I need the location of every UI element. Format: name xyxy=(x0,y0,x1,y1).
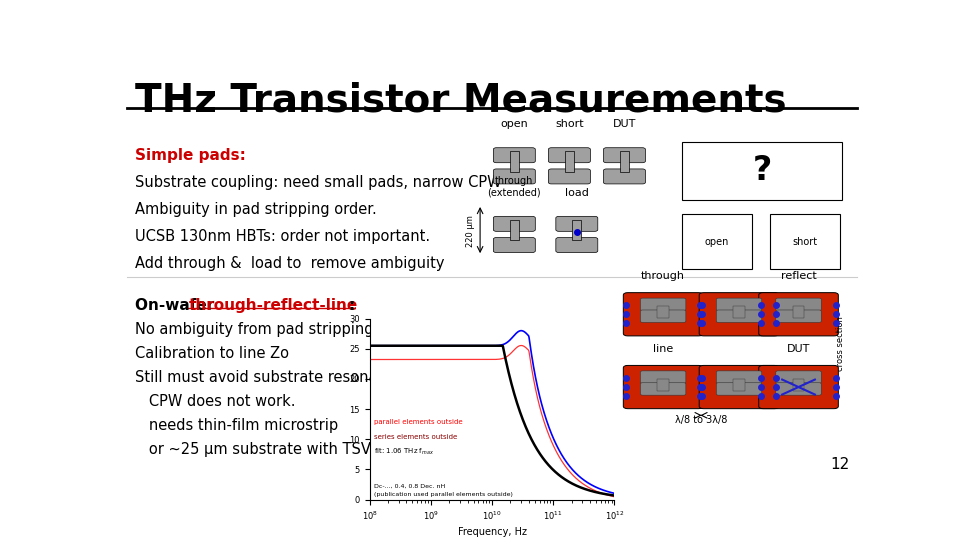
FancyBboxPatch shape xyxy=(493,148,536,163)
Text: Calibration to line Zo: Calibration to line Zo xyxy=(134,346,289,361)
FancyBboxPatch shape xyxy=(640,310,685,322)
FancyBboxPatch shape xyxy=(716,383,761,395)
FancyBboxPatch shape xyxy=(758,293,838,336)
FancyBboxPatch shape xyxy=(640,383,685,395)
Bar xyxy=(572,220,582,240)
FancyBboxPatch shape xyxy=(716,310,761,322)
FancyBboxPatch shape xyxy=(604,148,645,163)
FancyBboxPatch shape xyxy=(548,169,590,184)
Text: fit: 1.06 THz f$_{max}$: fit: 1.06 THz f$_{max}$ xyxy=(374,447,435,457)
FancyBboxPatch shape xyxy=(548,148,590,163)
FancyBboxPatch shape xyxy=(716,371,761,383)
Text: reflect: reflect xyxy=(780,271,816,281)
Text: series elements outside: series elements outside xyxy=(374,434,458,440)
Bar xyxy=(620,151,629,172)
Text: open: open xyxy=(705,237,729,247)
Text: UCSB 130nm HBTs: order not important.: UCSB 130nm HBTs: order not important. xyxy=(134,229,430,244)
FancyBboxPatch shape xyxy=(640,371,685,383)
FancyBboxPatch shape xyxy=(716,298,761,310)
Text: Dc-..., 0.4, 0.8 Dec. nH: Dc-..., 0.4, 0.8 Dec. nH xyxy=(374,483,445,489)
Text: Add through &  load to  remove ambiguity: Add through & load to remove ambiguity xyxy=(134,256,444,271)
Text: through
(extended): through (extended) xyxy=(488,176,541,198)
Text: 12: 12 xyxy=(829,457,849,472)
Text: λ/8 to 3λ/8: λ/8 to 3λ/8 xyxy=(675,415,728,426)
Bar xyxy=(658,379,669,391)
Text: Ambiguity in pad stripping order.: Ambiguity in pad stripping order. xyxy=(134,202,376,217)
FancyBboxPatch shape xyxy=(699,293,779,336)
FancyBboxPatch shape xyxy=(776,371,821,383)
Text: On-wafer: On-wafer xyxy=(134,298,220,313)
Text: through-reflect-line: through-reflect-line xyxy=(188,298,358,313)
Text: ?: ? xyxy=(753,154,772,187)
X-axis label: Frequency, Hz: Frequency, Hz xyxy=(458,527,526,537)
FancyBboxPatch shape xyxy=(623,366,703,409)
FancyBboxPatch shape xyxy=(776,383,821,395)
Text: No ambiguity from pad stripping.: No ambiguity from pad stripping. xyxy=(134,322,378,337)
Bar xyxy=(793,306,804,318)
Text: needs thin-film microstrip: needs thin-film microstrip xyxy=(134,418,338,433)
Bar xyxy=(733,379,745,391)
Text: Substrate coupling: need small pads, narrow CPW: Substrate coupling: need small pads, nar… xyxy=(134,175,501,190)
FancyBboxPatch shape xyxy=(776,298,821,310)
Text: DUT: DUT xyxy=(787,344,810,354)
FancyBboxPatch shape xyxy=(623,293,703,336)
Text: (publication used parallel elements outside): (publication used parallel elements outs… xyxy=(374,492,514,497)
FancyBboxPatch shape xyxy=(776,310,821,322)
FancyBboxPatch shape xyxy=(556,238,598,253)
FancyBboxPatch shape xyxy=(604,169,645,184)
Text: line: line xyxy=(653,344,673,354)
Text: 220 μm: 220 μm xyxy=(466,215,475,247)
Text: :: : xyxy=(348,298,354,313)
FancyBboxPatch shape xyxy=(493,238,536,253)
Bar xyxy=(770,214,840,268)
Bar xyxy=(682,141,842,200)
Text: THz Transistor Measurements: THz Transistor Measurements xyxy=(134,82,786,119)
Text: load: load xyxy=(564,188,588,198)
Bar xyxy=(793,379,804,391)
Text: Still must avoid substrate resonances: Still must avoid substrate resonances xyxy=(134,370,412,385)
FancyBboxPatch shape xyxy=(758,366,838,409)
Bar xyxy=(510,151,518,172)
FancyBboxPatch shape xyxy=(556,217,598,231)
Text: cross section: cross section xyxy=(836,316,845,371)
Text: or ~25 μm substrate with TSV’s: or ~25 μm substrate with TSV’s xyxy=(134,442,383,457)
Text: short: short xyxy=(792,237,817,247)
FancyBboxPatch shape xyxy=(699,366,779,409)
FancyBboxPatch shape xyxy=(493,169,536,184)
Text: Simple pads:: Simple pads: xyxy=(134,148,246,163)
Text: parallel elements outside: parallel elements outside xyxy=(374,419,463,425)
FancyBboxPatch shape xyxy=(493,217,536,231)
Text: open: open xyxy=(500,119,528,129)
Text: through: through xyxy=(641,271,685,281)
Bar xyxy=(733,306,745,318)
Bar xyxy=(658,306,669,318)
Bar xyxy=(510,220,518,240)
FancyBboxPatch shape xyxy=(640,298,685,310)
Text: DUT: DUT xyxy=(612,119,636,129)
Text: short: short xyxy=(555,119,584,129)
Text: CPW does not work.: CPW does not work. xyxy=(134,394,296,409)
Bar xyxy=(682,214,753,268)
Bar xyxy=(564,151,574,172)
